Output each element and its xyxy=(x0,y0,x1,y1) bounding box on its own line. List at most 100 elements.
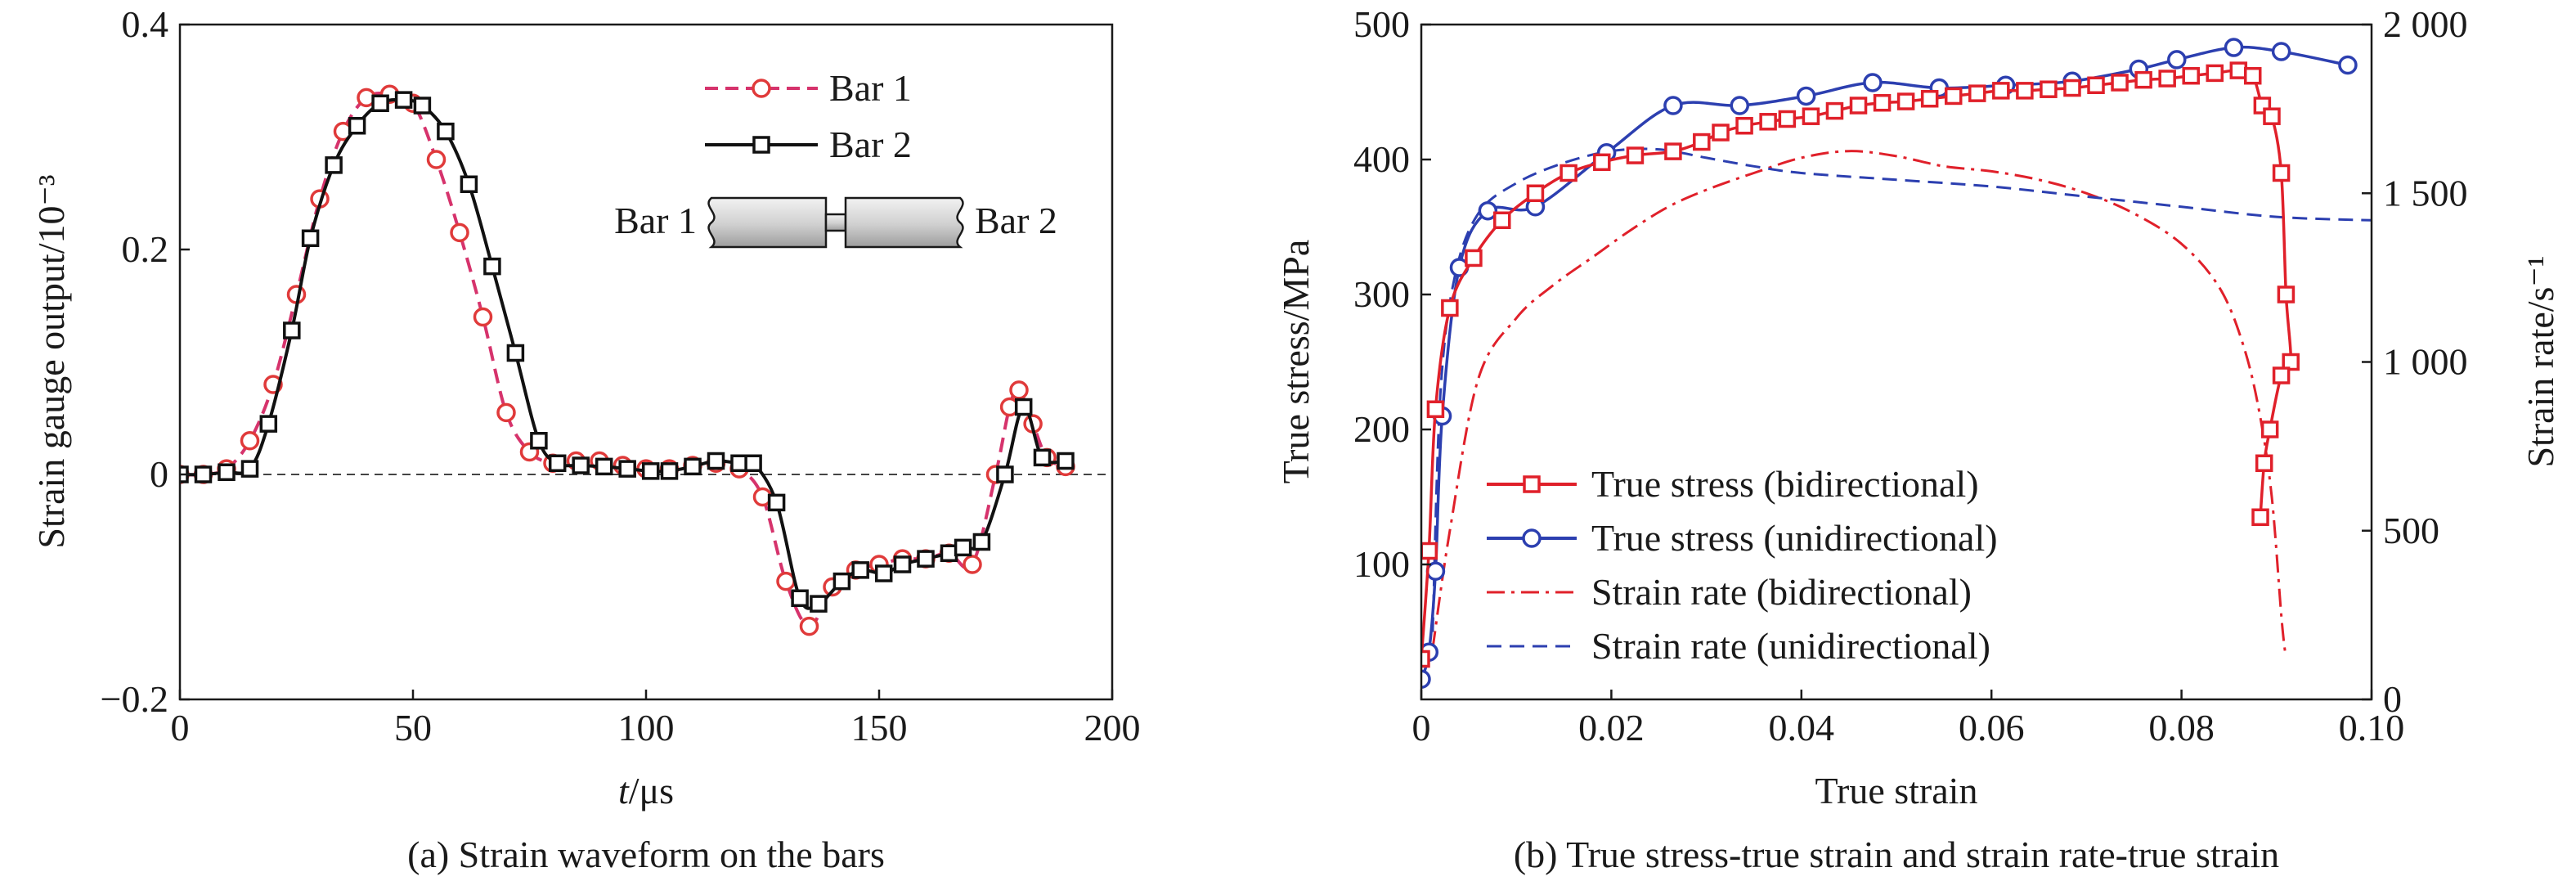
data-point xyxy=(259,415,278,433)
data-point xyxy=(767,493,786,512)
x-tick-label: 150 xyxy=(851,707,908,748)
x-tick-label: 200 xyxy=(1084,707,1141,748)
data-point xyxy=(218,463,236,481)
y-axis-ticks-a: −0.2 0 0.2 0.4 xyxy=(101,3,190,720)
data-point xyxy=(473,307,493,327)
data-point xyxy=(2255,454,2273,472)
caption-b: (b) True stress-true strain and strain r… xyxy=(1514,834,2279,875)
plot-frame-a xyxy=(178,23,1114,701)
chart-strain-waveform: 0 50 100 150 200 −0.200.20.4 Strain gauge ou… xyxy=(30,3,1141,875)
data-point xyxy=(1057,452,1075,470)
data-point xyxy=(996,465,1014,483)
y-axis-ticks-b: 100 200 300 400 500 xyxy=(1353,3,1431,585)
bar2-rod-icon xyxy=(844,196,964,249)
data-point xyxy=(2016,82,2034,100)
data-point xyxy=(2063,79,2081,97)
data-point xyxy=(2272,366,2291,384)
data-point xyxy=(1778,110,1797,128)
data-point xyxy=(799,616,819,636)
legend-label-rate-bidirectional: Strain rate (bidirectional) xyxy=(1591,571,1972,613)
x-axis-label-unit: /μs xyxy=(629,770,674,811)
y-right-axis-label-b: Strain rate/s⁻¹ xyxy=(2520,255,2561,467)
y-axis-label-a: Strain gauge output/10⁻³ xyxy=(30,174,72,548)
data-point xyxy=(963,555,982,574)
data-point xyxy=(1526,184,1545,202)
legend-item-bar1: Bar 1 xyxy=(705,67,912,109)
data-point xyxy=(641,462,660,480)
legend-marker-square xyxy=(1523,475,1541,493)
legend-item-rate-unidirectional: Strain rate (unidirectional) xyxy=(1487,625,1990,667)
y-tick-label: 0.4 xyxy=(122,3,169,45)
y-tick-label: 400 xyxy=(1353,138,1410,180)
data-point xyxy=(437,122,455,141)
inset-label-bar2: Bar 2 xyxy=(975,200,1057,241)
series-line xyxy=(180,97,1066,610)
data-point xyxy=(1009,380,1029,400)
data-point xyxy=(2167,50,2187,70)
specimen-icon xyxy=(824,213,847,232)
x-tick-label: 0 xyxy=(1412,707,1431,748)
data-point xyxy=(1944,87,1963,106)
data-point xyxy=(240,460,259,478)
data-point xyxy=(1873,93,1892,112)
x-axis-label-a: t/μs xyxy=(618,770,674,811)
series-strain-rate-bidirectional xyxy=(1431,150,2287,653)
series-strain-rate-unidirectional xyxy=(1431,147,2372,632)
data-point xyxy=(1896,92,1915,110)
data-point xyxy=(548,454,567,472)
data-point xyxy=(2111,74,2129,92)
legend-marker-circle xyxy=(1522,528,1542,548)
data-point xyxy=(1825,101,1844,120)
y-tick-label: 200 xyxy=(1353,408,1410,450)
data-point xyxy=(2251,508,2269,526)
data-point xyxy=(791,589,809,607)
plot-area-b xyxy=(1421,38,2372,689)
legend-item-bar2: Bar 2 xyxy=(705,124,912,165)
data-point xyxy=(572,456,590,474)
data-point xyxy=(1493,211,1511,229)
data-point xyxy=(2260,420,2279,438)
data-point xyxy=(618,460,636,478)
series-bar-2 xyxy=(180,91,1075,613)
data-point xyxy=(2282,353,2300,371)
legend-label-rate-unidirectional: Strain rate (unidirectional) xyxy=(1591,625,1990,667)
y-right-tick-label: 500 xyxy=(2383,510,2439,551)
x-tick-label: 50 xyxy=(394,707,432,748)
y-tick-label: −0.2 xyxy=(101,678,168,720)
data-point xyxy=(2244,66,2262,85)
data-point xyxy=(1712,124,1730,142)
data-point xyxy=(2271,42,2291,61)
data-point xyxy=(1626,146,1645,164)
data-point xyxy=(2277,285,2296,303)
data-point xyxy=(1465,249,1483,267)
bar-schematic-inset: Bar 1 Bar 2 xyxy=(614,196,1057,249)
y-tick-label: 0.2 xyxy=(122,228,169,270)
inset-label-bar1: Bar 1 xyxy=(614,200,697,241)
legend-item-rate-bidirectional: Strain rate (bidirectional) xyxy=(1487,571,1972,613)
data-point xyxy=(2134,70,2152,89)
x-axis-label-var: t xyxy=(618,770,630,811)
data-point xyxy=(1421,542,1438,560)
data-point xyxy=(893,555,912,573)
data-point xyxy=(1033,448,1052,467)
data-point xyxy=(426,150,447,169)
y-tick-label: 0 xyxy=(150,453,168,495)
data-point xyxy=(460,175,478,193)
data-point xyxy=(851,561,869,579)
data-point xyxy=(1664,142,1682,160)
series-line xyxy=(1431,147,2372,632)
data-point xyxy=(1593,153,1611,172)
x-axis-ticks-b: 0 0.02 0.04 0.06 0.08 0.10 xyxy=(1412,690,2404,748)
caption-a: (a) Strain waveform on the bars xyxy=(407,834,885,875)
data-point xyxy=(1014,398,1033,416)
data-point xyxy=(325,156,343,174)
data-point xyxy=(371,94,389,112)
data-point xyxy=(810,595,828,613)
data-point xyxy=(776,571,796,591)
data-point xyxy=(1802,107,1820,125)
legend-marker-square xyxy=(752,136,770,154)
x-tick-label: 0 xyxy=(171,707,190,748)
data-point xyxy=(194,465,213,483)
data-point xyxy=(1663,96,1683,115)
